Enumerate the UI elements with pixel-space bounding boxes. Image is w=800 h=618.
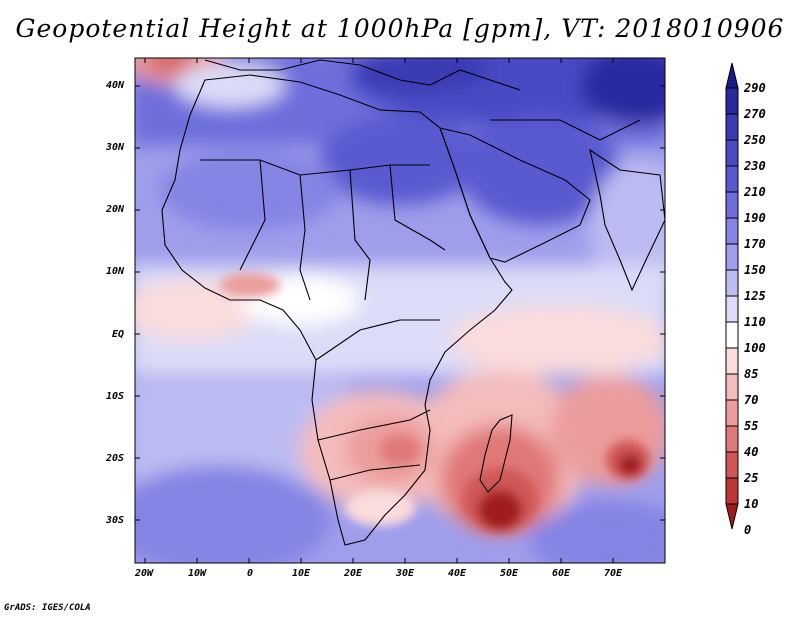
colorbar <box>725 62 739 530</box>
colorbar-label: 40 <box>744 445 759 459</box>
lat-label-40n: 40N <box>106 80 125 91</box>
colorbar-label: 55 <box>744 419 759 433</box>
lon-label-40e: 40E <box>448 568 467 579</box>
colorbar-label: 150 <box>744 263 766 277</box>
colorbar-label: 250 <box>744 133 766 147</box>
lon-label-10e: 10E <box>292 568 311 579</box>
colorbar-swatch <box>725 139 739 167</box>
lat-label-20s: 20S <box>106 453 125 464</box>
colorbar-label: 85 <box>744 367 759 381</box>
colorbar-label: 25 <box>744 471 759 485</box>
lon-label-60e: 60E <box>552 568 571 579</box>
lat-label-10s: 10S <box>106 391 125 402</box>
height-field <box>135 58 665 563</box>
colorbar-label: 210 <box>744 185 766 199</box>
colorbar-label: 270 <box>744 107 766 121</box>
colorbar-swatch <box>725 373 739 401</box>
colorbar-label: 125 <box>744 289 766 303</box>
map-frame <box>134 57 666 564</box>
colorbar-swatch <box>725 347 739 375</box>
coastlines <box>161 59 665 546</box>
colorbar-top-arrow <box>725 62 739 89</box>
lon-label-70e: 70E <box>604 568 623 579</box>
colorbar-label: 0 <box>744 523 752 537</box>
lat-label-eq: EQ <box>112 329 125 340</box>
colorbar-swatch <box>725 477 739 505</box>
colorbar-label: 290 <box>744 81 766 95</box>
lon-label-20e: 20E <box>344 568 363 579</box>
axis-ticks <box>135 58 665 563</box>
lat-label-30n: 30N <box>106 142 125 153</box>
lon-label-30e: 30E <box>396 568 415 579</box>
colorbar-bottom-arrow <box>725 503 739 530</box>
map-title: Geopotential Height at 1000hPa [gpm], VT… <box>15 14 785 43</box>
colorbar-swatch <box>725 217 739 245</box>
credit-text: GrADS: IGES/COLA <box>4 603 91 613</box>
lon-label-10w: 10W <box>188 568 207 579</box>
colorbar-label: 170 <box>744 237 766 251</box>
lon-label-50e: 50E <box>500 568 519 579</box>
lat-label-20n: 20N <box>106 204 125 215</box>
colorbar-swatch <box>725 191 739 219</box>
colorbar-swatch <box>725 295 739 323</box>
colorbar-label: 70 <box>744 393 759 407</box>
lat-label-30s: 30S <box>106 515 125 526</box>
colorbar-label: 230 <box>744 159 766 173</box>
lat-label-10n: 10N <box>106 266 125 277</box>
colorbar-label: 190 <box>744 211 766 225</box>
colorbar-swatch <box>725 165 739 193</box>
colorbar-swatch <box>725 87 739 115</box>
colorbar-label: 10 <box>744 497 759 511</box>
colorbar-swatch <box>725 425 739 453</box>
colorbar-swatch <box>725 243 739 271</box>
colorbar-label: 110 <box>744 315 766 329</box>
colorbar-swatch <box>725 451 739 479</box>
lon-label-20w: 20W <box>135 568 154 579</box>
colorbar-label: 100 <box>744 341 766 355</box>
colorbar-swatch <box>725 399 739 427</box>
lon-label-0: 0 <box>247 568 254 579</box>
colorbar-swatch <box>725 269 739 297</box>
colorbar-swatch <box>725 321 739 349</box>
colorbar-swatch <box>725 113 739 141</box>
